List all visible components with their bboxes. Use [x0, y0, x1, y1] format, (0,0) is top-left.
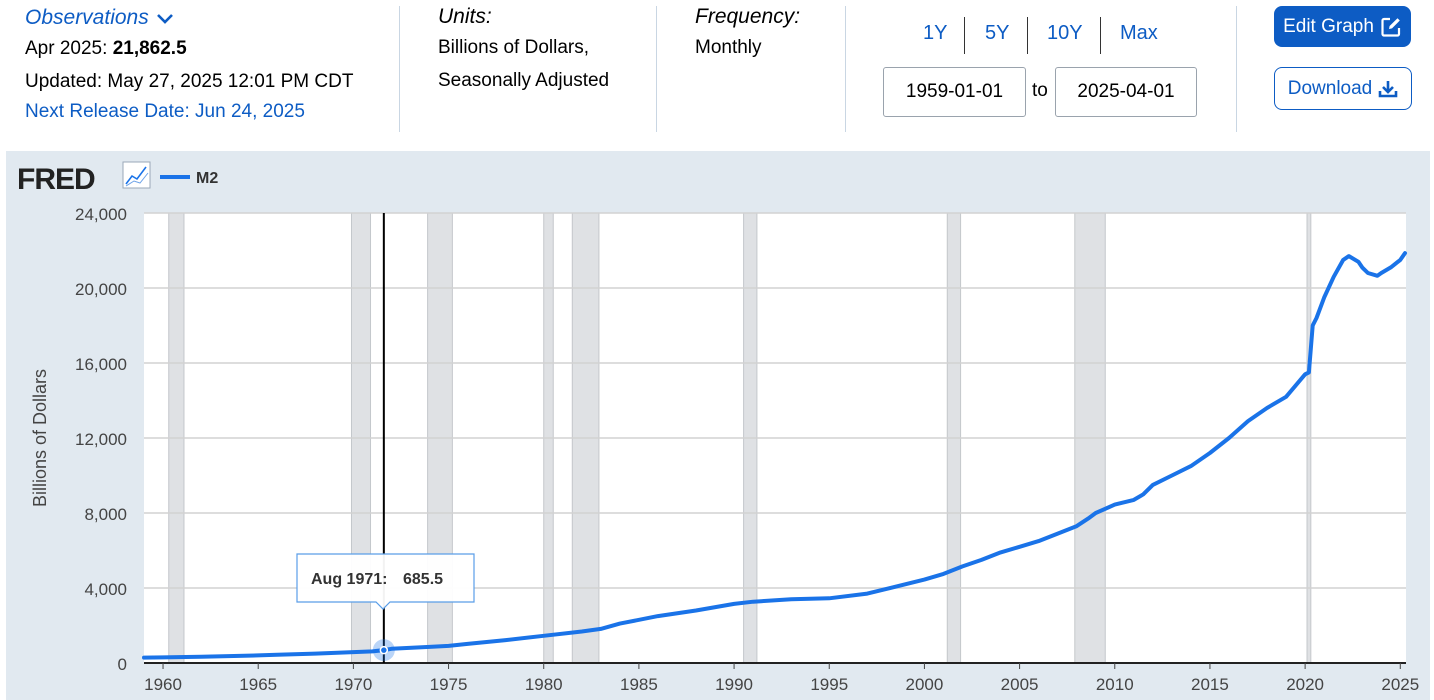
y-tick-label: 0 [118, 655, 127, 674]
legend-label: M2 [196, 170, 218, 187]
frequency-value: Monthly [695, 37, 762, 58]
x-tick-label: 1970 [334, 675, 372, 694]
edit-graph-button[interactable]: Edit Graph [1274, 6, 1411, 47]
y-tick-label: 16,000 [75, 355, 127, 374]
chevron-down-icon [156, 14, 173, 24]
observation-value: 21,862.5 [112, 38, 187, 59]
tooltip-date: Aug 1971: [311, 571, 387, 588]
y-tick-label: 12,000 [75, 430, 127, 449]
m2-line-chart[interactable]: FRED M2 0 4,000 8,000 12,000 16,000 20,000 24,… [6, 151, 1430, 700]
y-tick-label: 24,000 [75, 205, 127, 224]
units-label: Units: [438, 5, 492, 28]
units-line-2: Seasonally Adjusted [438, 70, 610, 91]
x-tick-label: 2010 [1096, 675, 1134, 694]
to-label: to [1032, 80, 1048, 101]
edit-icon [1381, 17, 1401, 37]
divider [399, 6, 400, 132]
highlight-point[interactable] [379, 645, 389, 655]
range-divider [1027, 17, 1028, 54]
chart-icon [122, 161, 151, 189]
updated-text: Updated: May 27, 2025 12:01 PM CDT [25, 71, 354, 92]
observation-date: Apr 2025: [25, 38, 108, 59]
chart-area: FRED M2 0 4,000 8,000 12,000 16,000 20,000 24,… [6, 151, 1430, 700]
range-10y[interactable]: 10Y [1047, 22, 1083, 44]
start-date-input[interactable]: 1959-01-01 [883, 67, 1026, 117]
x-tick-label: 1980 [525, 675, 563, 694]
download-label: Download [1287, 77, 1373, 99]
range-divider [964, 17, 965, 54]
divider [845, 6, 846, 132]
range-5y[interactable]: 5Y [985, 22, 1010, 44]
next-release-link[interactable]: Next Release Date: Jun 24, 2025 [25, 101, 305, 122]
x-tick-label: 2020 [1286, 675, 1324, 694]
frequency-label: Frequency: [695, 5, 801, 28]
units-line-1: Billions of Dollars, [438, 37, 589, 58]
edit-graph-label: Edit Graph [1283, 15, 1374, 37]
x-tick-label: 2025 [1381, 675, 1419, 694]
x-tick-label: 1960 [144, 675, 182, 694]
divider [656, 6, 657, 132]
y-tick-label: 20,000 [75, 280, 127, 299]
download-icon [1378, 80, 1398, 97]
x-tick-label: 1990 [715, 675, 753, 694]
latest-observation: Apr 2025: 21,862.5 [25, 38, 187, 60]
end-date-input[interactable]: 2025-04-01 [1055, 67, 1197, 117]
series-line-m2[interactable] [142, 251, 1407, 660]
range-1y[interactable]: 1Y [923, 22, 948, 44]
y-axis-label: Billions of Dollars [30, 369, 50, 507]
x-tick-label: 1975 [430, 675, 468, 694]
observations-label: Observations [25, 6, 149, 29]
range-divider [1100, 17, 1101, 54]
download-button[interactable]: Download [1274, 67, 1412, 110]
y-tick-label: 4,000 [84, 580, 127, 599]
tooltip-value: 685.5 [403, 571, 443, 588]
x-tick-label: 2005 [1001, 675, 1039, 694]
x-tick-label: 2000 [906, 675, 944, 694]
divider [1236, 6, 1237, 132]
x-tick-label: 1965 [239, 675, 277, 694]
x-tick-label: 2015 [1191, 675, 1229, 694]
x-tick-label: 1985 [620, 675, 658, 694]
x-tick-label: 1995 [810, 675, 848, 694]
fred-logo: FRED [17, 163, 95, 196]
range-max[interactable]: Max [1120, 22, 1158, 44]
tooltip: Aug 1971: 685.5 [296, 553, 475, 610]
header: Observations Apr 2025: 21,862.5 Updated:… [0, 0, 1434, 150]
y-tick-label: 8,000 [84, 505, 127, 524]
observations-dropdown[interactable]: Observations [25, 6, 175, 30]
